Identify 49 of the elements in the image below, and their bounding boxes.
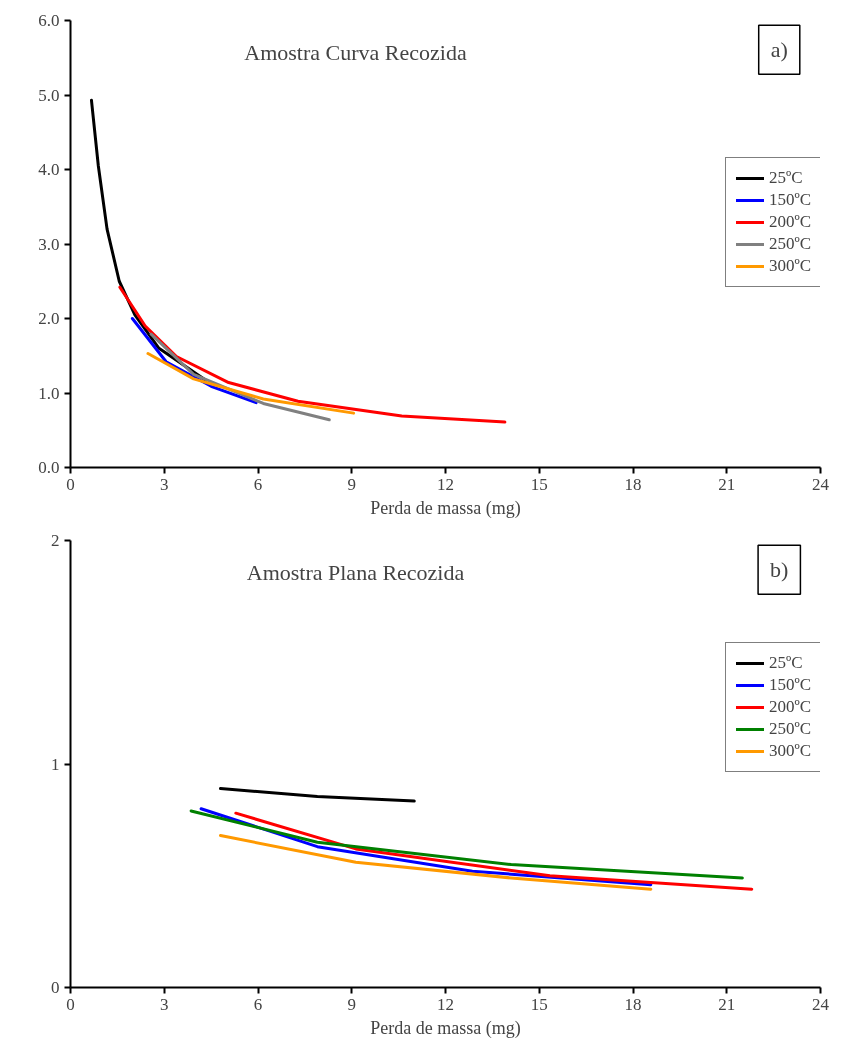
line-series: [146, 352, 356, 415]
x-tick-label: 24: [812, 474, 830, 494]
legend-label: 300ºC: [769, 741, 812, 761]
legend-label: 250ºC: [769, 719, 812, 739]
line-series: [118, 285, 507, 424]
x-tick-label: 18: [624, 474, 642, 494]
y-tick-label: 3.0: [38, 234, 60, 254]
x-tick-label: 24: [812, 994, 830, 1014]
x-tick-label: 6: [253, 994, 263, 1014]
x-tick-label: 0: [66, 474, 75, 494]
y-tick-label: 1: [51, 754, 60, 774]
x-tick-label: 9: [347, 994, 356, 1014]
x-tick-label: 9: [347, 474, 356, 494]
y-tick-label: 0.0: [38, 458, 60, 477]
x-tick-label: 21: [718, 474, 736, 494]
y-tick-label: 0: [51, 978, 60, 997]
annotation: b): [770, 557, 789, 583]
legend-label: 25ºC: [769, 168, 803, 188]
y-tick-label: 2: [51, 531, 60, 550]
y-tick-label: 4.0: [38, 160, 60, 179]
x-tick-label: 15: [530, 474, 548, 494]
x-tick-label: 12: [437, 474, 454, 494]
text: Amostra Plana Recozida: [246, 560, 465, 586]
line-series: [219, 834, 653, 891]
y-tick-label: 6.0: [38, 11, 60, 30]
annotation: a): [770, 37, 788, 63]
line-series: [234, 811, 754, 891]
legend-label: 300ºC: [769, 256, 812, 276]
x-tick-label: 3: [160, 994, 169, 1014]
x-tick-label: 6: [253, 474, 263, 494]
legend-label: 150ºC: [769, 675, 812, 695]
x-tick-label: 0: [66, 994, 75, 1014]
legend-label: 150ºC: [769, 190, 812, 210]
y-tick-label: 2.0: [38, 309, 60, 328]
x-tick-label: 3: [160, 474, 169, 494]
legend-label: 25ºC: [769, 653, 803, 673]
legend-label: 200ºC: [769, 212, 812, 232]
legend-label: 250ºC: [769, 234, 812, 254]
line-series: [189, 809, 744, 880]
legend-label: 200ºC: [769, 697, 812, 717]
x-tick-label: 18: [624, 994, 642, 1014]
y-tick-label: 5.0: [38, 85, 60, 105]
x-tick-label: 15: [530, 994, 548, 1014]
x-tick-label: 21: [718, 994, 736, 1014]
x-axis-title: Perda de massa (mg): [370, 1017, 521, 1039]
y-tick-label: 1.0: [38, 383, 60, 403]
text: Amostra Curva Recozida: [244, 40, 467, 66]
x-axis-title: Perda de massa (mg): [370, 497, 521, 519]
x-tick-label: 12: [437, 994, 454, 1014]
